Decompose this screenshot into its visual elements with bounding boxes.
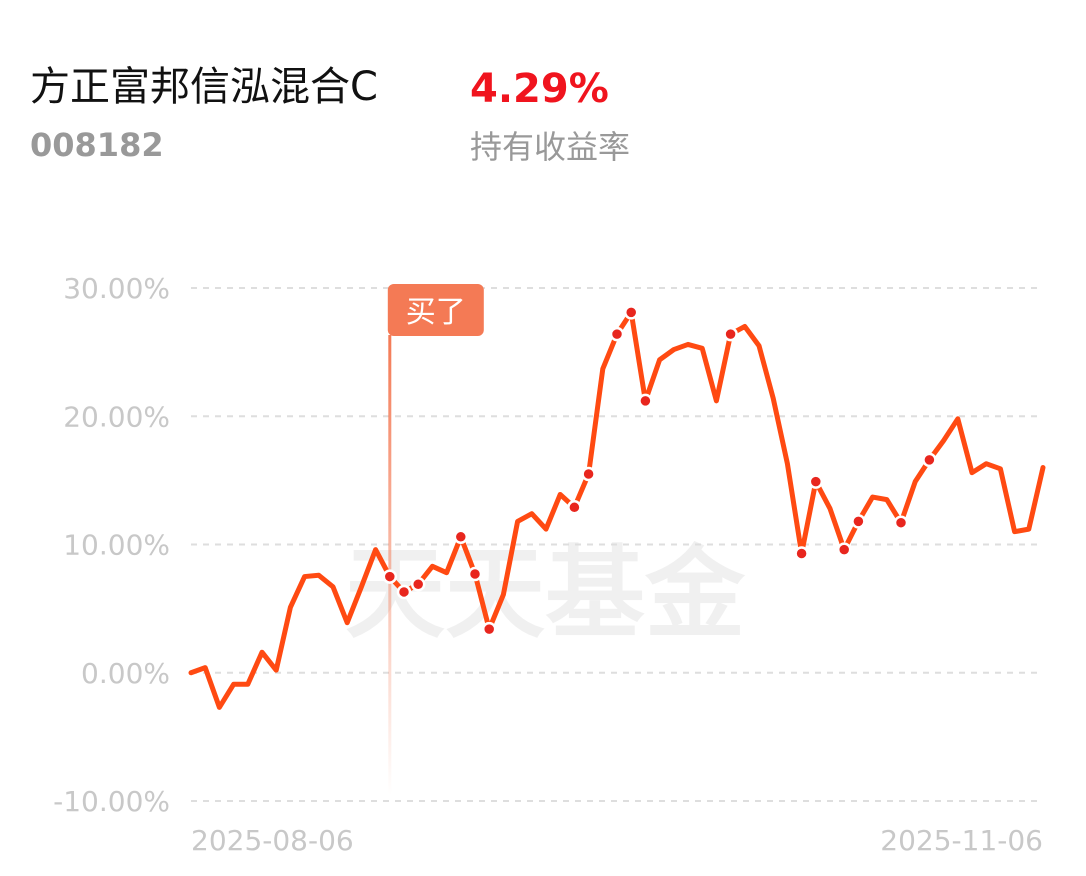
buy-badge [387,284,484,336]
x-tick-label: 2025-08-06 [191,824,354,857]
trade-dot [638,393,653,409]
trade-dot [410,577,426,592]
trade-dot [836,542,852,557]
trade-dot [794,546,809,561]
y-tick-label: -10.00% [53,785,170,818]
trade-dot [922,452,937,468]
x-tick-label: 2025-11-06 [880,824,1043,857]
trade-dot [893,515,909,530]
trade-dot [808,474,824,489]
trade-dot [581,466,596,482]
y-tick-label: 10.00% [63,529,170,562]
watermark: 天天基金 [345,535,746,652]
y-tick-label: 20.00% [63,400,170,433]
trade-dot [382,569,398,584]
y-tick-label: 0.00% [81,657,170,690]
trade-dot [567,500,582,515]
trade-dot [481,621,497,637]
trade-dot [851,514,866,529]
trade-dot [609,326,625,342]
trade-dot [396,584,412,600]
fund-code: 008182 [30,126,164,164]
return-label: 持有收益率 [470,128,630,166]
y-tick-label: 30.00% [63,272,170,305]
buy-label: 买了 [406,295,466,330]
return-value: 4.29% [470,66,609,112]
trade-dot [623,305,639,320]
trade-dot [453,529,469,545]
fund-title: 方正富邦信泓混合C [30,64,378,110]
trade-dot [723,326,738,342]
buy-line [388,335,392,795]
trade-dot [467,566,483,582]
